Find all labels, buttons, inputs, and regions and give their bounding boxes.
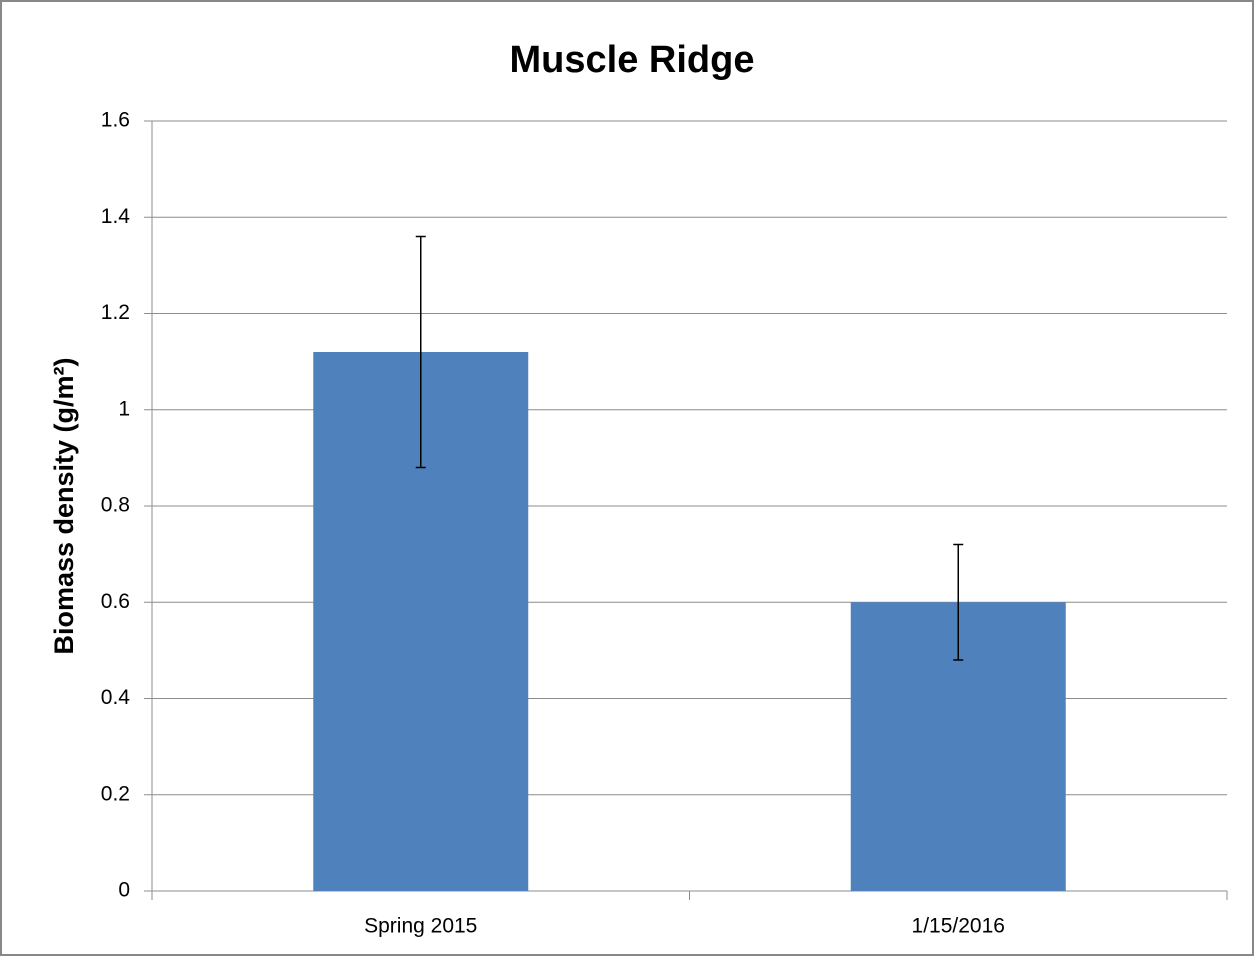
y-tick-label: 0.2 (101, 782, 130, 805)
y-tick-label: 0.8 (101, 494, 130, 517)
y-tick-label: 0 (118, 879, 130, 902)
x-tick-label: Spring 2015 (364, 915, 477, 938)
y-tick-label: 0.6 (101, 590, 130, 613)
y-tick-label: 1.2 (101, 301, 130, 324)
chart-title: Muscle Ridge (510, 39, 755, 81)
y-tick-label: 0.4 (101, 686, 131, 709)
y-axis-label: Biomass density (g/m²) (49, 357, 79, 654)
y-tick-label: 1 (118, 397, 130, 420)
x-tick-label: 1/15/2016 (912, 915, 1005, 938)
y-tick-label: 1.6 (101, 109, 130, 132)
y-tick-label: 1.4 (101, 205, 131, 228)
